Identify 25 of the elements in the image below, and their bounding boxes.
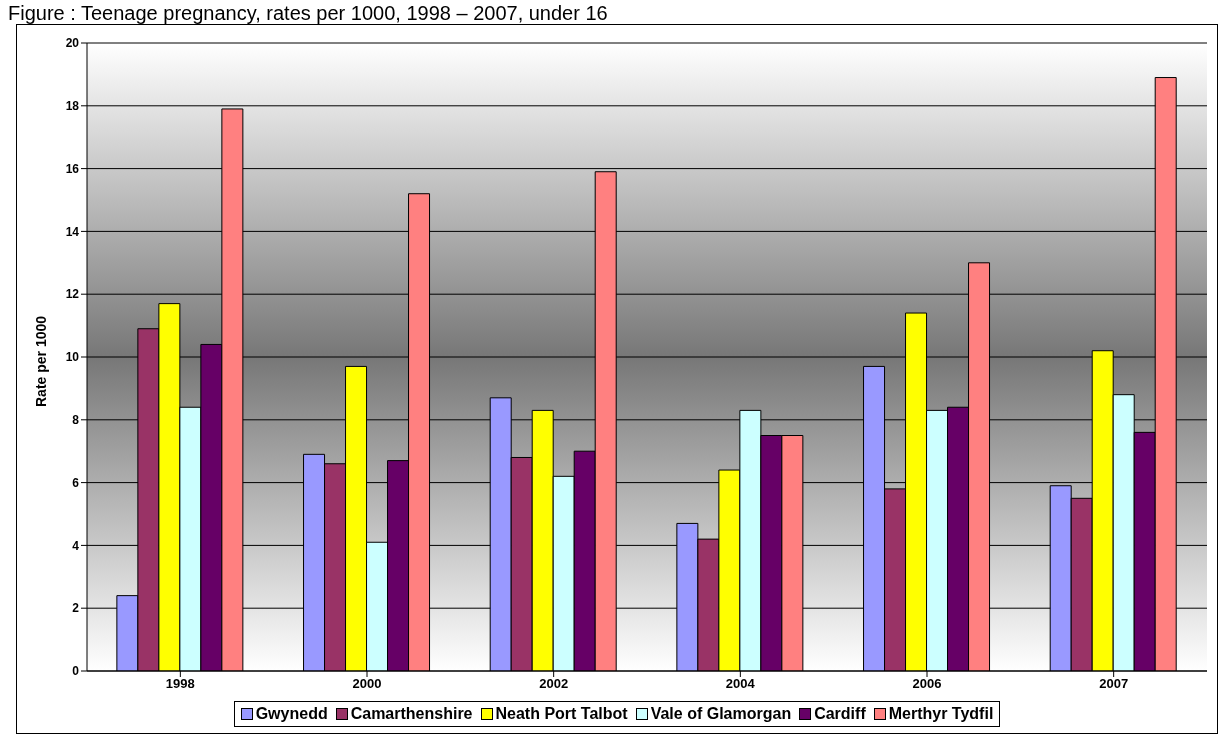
legend-label: Neath Port Talbot	[495, 705, 628, 723]
y-tick-label: 10	[65, 350, 80, 365]
x-tick-label: 2007	[1099, 676, 1129, 692]
y-tick-label: 6	[72, 475, 80, 490]
y-tick-label: 12	[65, 287, 80, 302]
legend-label: Camarthenshire	[350, 705, 473, 723]
x-tick-label: 2000	[352, 676, 382, 692]
y-axis-title: Rate per 1000	[32, 315, 49, 407]
x-tick-label: 1998	[165, 676, 195, 692]
y-tick-label: 0	[72, 664, 80, 679]
y-tick-label: 18	[65, 99, 80, 114]
legend-label: Gwynedd	[255, 705, 328, 723]
y-tick-label: 14	[65, 224, 80, 239]
chart-title: Figure : Teenage pregnancy, rates per 1000, 1998 – 2007, under 16	[8, 2, 609, 24]
x-tick-label: 2004	[725, 676, 756, 692]
y-tick-label: 2	[72, 601, 80, 616]
x-tick-label: 2002	[539, 676, 569, 692]
legend-label: Vale of Glamorgan	[650, 705, 792, 723]
x-tick-label: 2006	[912, 676, 942, 692]
legend-label: Cardiff	[814, 705, 866, 723]
y-tick-label: 4	[72, 538, 80, 553]
legend-label: Merthyr Tydfil	[888, 705, 994, 723]
y-tick-label: 8	[72, 413, 80, 428]
y-tick-label: 16	[65, 161, 80, 176]
y-tick-label: 20	[65, 36, 80, 51]
